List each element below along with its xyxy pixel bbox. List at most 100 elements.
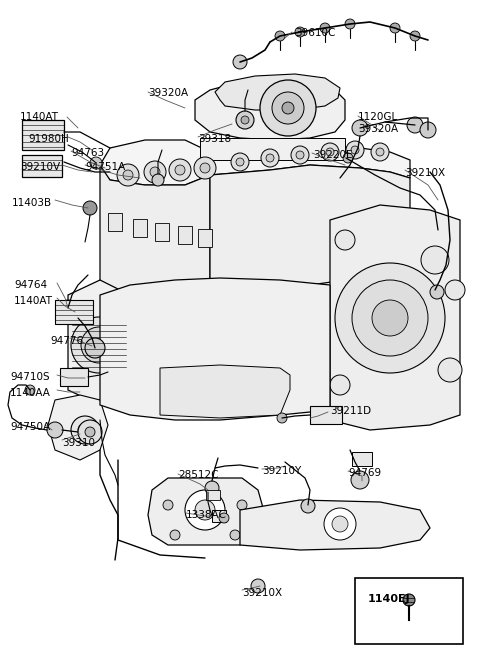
Text: 39310: 39310 xyxy=(62,438,95,448)
Bar xyxy=(108,213,122,231)
Circle shape xyxy=(236,158,244,166)
Circle shape xyxy=(233,55,247,69)
Text: 91980H: 91980H xyxy=(28,134,69,144)
Circle shape xyxy=(237,500,247,510)
Polygon shape xyxy=(100,278,330,420)
Circle shape xyxy=(200,163,210,173)
Polygon shape xyxy=(200,138,345,160)
Circle shape xyxy=(71,416,99,444)
Text: 1140AT: 1140AT xyxy=(20,112,59,122)
Circle shape xyxy=(295,27,305,37)
Circle shape xyxy=(277,413,287,423)
Polygon shape xyxy=(100,165,210,295)
Bar xyxy=(206,490,220,500)
Circle shape xyxy=(195,500,215,520)
Text: 39210V: 39210V xyxy=(20,162,60,172)
Circle shape xyxy=(163,500,173,510)
Text: 94710S: 94710S xyxy=(10,372,49,382)
Text: 11403B: 11403B xyxy=(12,198,52,208)
Text: 1338AC: 1338AC xyxy=(186,510,227,520)
Polygon shape xyxy=(48,395,108,460)
Polygon shape xyxy=(210,145,410,178)
Circle shape xyxy=(326,148,334,156)
Circle shape xyxy=(335,230,355,250)
Text: 39210Y: 39210Y xyxy=(262,466,301,476)
Text: 28512C: 28512C xyxy=(178,470,218,480)
Circle shape xyxy=(230,530,240,540)
Circle shape xyxy=(60,300,76,316)
Circle shape xyxy=(236,111,254,129)
Bar xyxy=(22,120,64,150)
Circle shape xyxy=(324,508,356,540)
Circle shape xyxy=(85,338,105,358)
Circle shape xyxy=(78,423,92,437)
Circle shape xyxy=(150,167,160,177)
Circle shape xyxy=(332,516,348,532)
Circle shape xyxy=(205,481,219,495)
Circle shape xyxy=(83,201,97,215)
Circle shape xyxy=(261,149,279,167)
Circle shape xyxy=(85,427,95,437)
Circle shape xyxy=(421,246,449,274)
Polygon shape xyxy=(195,80,345,140)
Circle shape xyxy=(335,263,445,373)
Text: 94763: 94763 xyxy=(71,148,104,158)
Text: 1140AA: 1140AA xyxy=(10,388,51,398)
Text: 94769: 94769 xyxy=(348,468,381,478)
Circle shape xyxy=(296,151,304,159)
Circle shape xyxy=(152,174,164,186)
Text: 39320A: 39320A xyxy=(148,88,188,98)
Bar xyxy=(155,223,169,241)
Bar xyxy=(22,155,62,177)
Circle shape xyxy=(117,164,139,186)
Polygon shape xyxy=(100,140,210,185)
Circle shape xyxy=(410,31,420,41)
Circle shape xyxy=(185,490,225,530)
Circle shape xyxy=(169,159,191,181)
Text: 39210X: 39210X xyxy=(405,168,445,178)
Polygon shape xyxy=(330,205,460,430)
Polygon shape xyxy=(215,74,340,110)
Circle shape xyxy=(430,285,444,299)
Text: 39320A: 39320A xyxy=(358,124,398,134)
Circle shape xyxy=(351,146,359,154)
Text: 1140EJ: 1140EJ xyxy=(368,594,410,604)
Circle shape xyxy=(351,471,369,489)
Bar xyxy=(55,300,93,324)
Circle shape xyxy=(123,170,133,180)
Circle shape xyxy=(170,530,180,540)
Text: 39210X: 39210X xyxy=(242,588,282,598)
Text: 1120GL: 1120GL xyxy=(358,112,398,122)
Circle shape xyxy=(345,19,355,29)
Circle shape xyxy=(241,116,249,124)
Circle shape xyxy=(445,280,465,300)
Text: 94764: 94764 xyxy=(14,280,47,290)
Circle shape xyxy=(352,120,368,136)
Polygon shape xyxy=(210,165,410,285)
Circle shape xyxy=(321,143,339,161)
Circle shape xyxy=(231,153,249,171)
Circle shape xyxy=(282,102,294,114)
Circle shape xyxy=(90,157,102,169)
Circle shape xyxy=(144,161,166,183)
Circle shape xyxy=(47,422,63,438)
Text: 94776: 94776 xyxy=(50,336,83,346)
Bar xyxy=(355,578,463,644)
Bar xyxy=(178,226,192,244)
Circle shape xyxy=(194,157,216,179)
Circle shape xyxy=(346,141,364,159)
Circle shape xyxy=(291,146,309,164)
Circle shape xyxy=(407,117,423,133)
Circle shape xyxy=(403,594,415,606)
Circle shape xyxy=(330,375,350,395)
Bar xyxy=(352,452,372,466)
Bar xyxy=(310,406,342,424)
Text: 39211D: 39211D xyxy=(330,406,371,416)
Polygon shape xyxy=(148,478,265,545)
Circle shape xyxy=(272,92,304,124)
Bar xyxy=(133,219,147,237)
Bar xyxy=(212,510,226,522)
Circle shape xyxy=(219,513,229,523)
Circle shape xyxy=(25,385,35,395)
Text: 94751A: 94751A xyxy=(85,162,125,172)
